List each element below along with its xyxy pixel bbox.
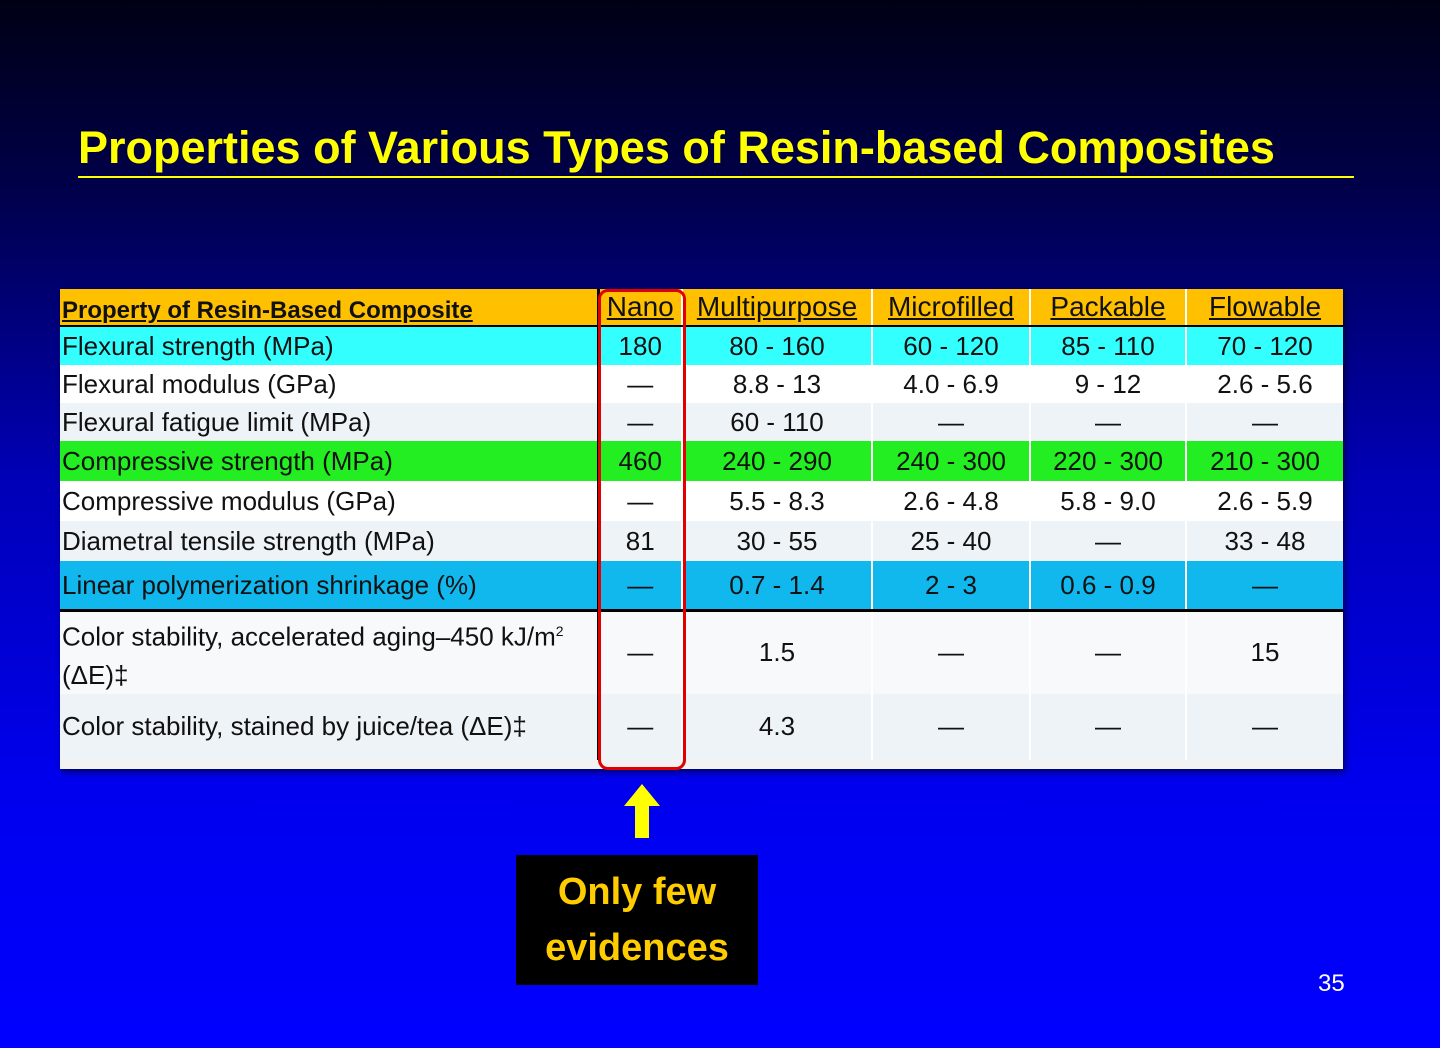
cell-microfilled: 2.6 - 4.8 (871, 481, 1030, 521)
cell-microfilled: 240 - 300 (871, 441, 1030, 481)
table-row: Flexural fatigue limit (MPa) — 60 - 110 … (60, 403, 1343, 441)
row-label: Flexural strength (MPa) (60, 326, 598, 365)
table-row: Color stability, stained by juice/tea (Δ… (60, 693, 1343, 760)
row-label: Flexural fatigue limit (MPa) (60, 403, 598, 441)
cell-multipurpose: 8.8 - 13 (681, 365, 872, 403)
up-arrow-icon (624, 784, 660, 838)
table-row: Linear polymerization shrinkage (%) — 0.… (60, 561, 1343, 612)
cell-nano: 180 (596, 326, 682, 365)
cell-multipurpose: 5.5 - 8.3 (681, 481, 872, 521)
slide-title: Properties of Various Types of Resin-bas… (78, 120, 1354, 178)
properties-table: Property of Resin-Based Composite Nano M… (60, 289, 1343, 760)
table-row: Compressive strength (MPa) 460 240 - 290… (60, 441, 1343, 481)
cell-flowable: 2.6 - 5.9 (1185, 481, 1343, 521)
slide-number: 35 (1318, 970, 1345, 997)
row-label: Diametral tensile strength (MPa) (60, 521, 598, 561)
cell-multipurpose: 60 - 110 (681, 403, 872, 441)
cell-multipurpose: 1.5 (681, 610, 872, 694)
cell-nano: — (596, 481, 682, 521)
cell-packable: 9 - 12 (1029, 365, 1186, 403)
cell-microfilled: 60 - 120 (871, 326, 1030, 365)
row-label-text: Color stability, accelerated aging–450 k… (62, 621, 556, 652)
cell-multipurpose: 0.7 - 1.4 (681, 561, 872, 612)
cell-microfilled: 2 - 3 (871, 561, 1030, 612)
cell-multipurpose: 4.3 (681, 693, 872, 760)
header-nano: Nano (596, 289, 682, 327)
cell-microfilled: 4.0 - 6.9 (871, 365, 1030, 403)
cell-packable: — (1029, 693, 1186, 760)
cell-flowable: 210 - 300 (1185, 441, 1343, 481)
cell-flowable: 2.6 - 5.6 (1185, 365, 1343, 403)
cell-microfilled: 25 - 40 (871, 521, 1030, 561)
table-row: Color stability, accelerated aging–450 k… (60, 610, 1343, 694)
cell-packable: 85 - 110 (1029, 326, 1186, 365)
header-microfilled: Microfilled (871, 289, 1030, 327)
table-row: Diametral tensile strength (MPa) 81 30 -… (60, 521, 1343, 561)
cell-packable: 0.6 - 0.9 (1029, 561, 1186, 612)
cell-multipurpose: 80 - 160 (681, 326, 872, 365)
cell-multipurpose: 30 - 55 (681, 521, 872, 561)
row-label: Flexural modulus (GPa) (60, 365, 598, 403)
row-label: Color stability, stained by juice/tea (Δ… (60, 693, 598, 760)
properties-table-container: Property of Resin-Based Composite Nano M… (60, 289, 1343, 769)
cell-microfilled: — (871, 693, 1030, 760)
annotation-callout: Only few evidences (516, 855, 758, 985)
row-label: Color stability, accelerated aging–450 k… (60, 610, 598, 694)
annotation-line-1: Only few (557, 871, 717, 913)
row-label: Linear polymerization shrinkage (%) (60, 561, 598, 612)
cell-nano: 81 (596, 521, 682, 561)
row-label-tail: (ΔE)‡ (62, 659, 129, 690)
cell-flowable: — (1185, 403, 1343, 441)
cell-nano: — (596, 610, 682, 694)
cell-microfilled: — (871, 403, 1030, 441)
cell-packable: 220 - 300 (1029, 441, 1186, 481)
nano-column-highlight (598, 289, 686, 770)
table-row: Flexural strength (MPa) 180 80 - 160 60 … (60, 326, 1343, 365)
cell-packable: 5.8 - 9.0 (1029, 481, 1186, 521)
cell-packable: — (1029, 403, 1186, 441)
cell-packable: — (1029, 610, 1186, 694)
cell-flowable: 15 (1185, 610, 1343, 694)
header-packable: Packable (1029, 289, 1186, 327)
cell-flowable: 70 - 120 (1185, 326, 1343, 365)
header-multipurpose: Multipurpose (681, 289, 872, 327)
row-label: Compressive strength (MPa) (60, 441, 598, 481)
annotation-line-2: evidences (545, 927, 729, 969)
table-header-row: Property of Resin-Based Composite Nano M… (60, 289, 1343, 327)
cell-flowable: 33 - 48 (1185, 521, 1343, 561)
cell-nano: — (596, 693, 682, 760)
cell-multipurpose: 240 - 290 (681, 441, 872, 481)
cell-flowable: — (1185, 693, 1343, 760)
cell-nano: — (596, 561, 682, 612)
cell-flowable: — (1185, 561, 1343, 612)
superscript: 2 (555, 623, 564, 639)
table-row: Compressive modulus (GPa) — 5.5 - 8.3 2.… (60, 481, 1343, 521)
cell-microfilled: — (871, 610, 1030, 694)
row-label: Compressive modulus (GPa) (60, 481, 598, 521)
cell-nano: — (596, 365, 682, 403)
table-row: Flexural modulus (GPa) — 8.8 - 13 4.0 - … (60, 365, 1343, 403)
cell-nano: — (596, 403, 682, 441)
cell-packable: — (1029, 521, 1186, 561)
header-flowable: Flowable (1185, 289, 1343, 327)
header-property: Property of Resin-Based Composite (60, 289, 598, 327)
